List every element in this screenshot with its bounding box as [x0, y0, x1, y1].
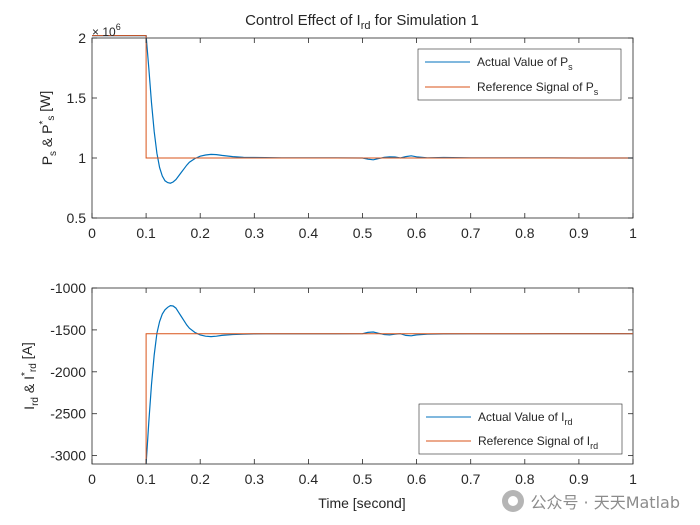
axes-top-yticks: 0.5 1 1.5 2 — [67, 30, 633, 226]
x-tick-label: 0.7 — [461, 471, 481, 487]
x-tick-label: 0.9 — [569, 225, 589, 241]
top-legend: Actual Value of Ps Reference Signal of P… — [417, 48, 622, 101]
top-exponent-label: × 106 — [92, 22, 121, 39]
reference-signal-line — [145, 333, 633, 464]
x-tick-label: 1 — [629, 225, 637, 241]
x-tick-label: 0 — [88, 225, 96, 241]
axes-top-plot-area — [92, 34, 633, 184]
y-tick-label: 1.5 — [67, 90, 87, 106]
x-tick-label: 0.3 — [245, 471, 265, 487]
y-tick-label: -1000 — [50, 280, 86, 296]
top-legend-label-reference: Reference Signal of Ps — [477, 80, 599, 97]
top-title: Control Effect of Ird for Simulation 1 — [245, 12, 479, 32]
x-tick-label: 1 — [629, 471, 637, 487]
axes-top: 0 0.1 0.2 0.3 0.4 0.5 0.6 0.7 0.8 0.9 1 0.5 1 1.5 2 C… — [37, 12, 637, 241]
bottom-legend-label-reference: Reference Signal of Ird — [478, 434, 598, 451]
x-tick-label: 0.7 — [461, 225, 481, 241]
x-tick-label: 0.1 — [136, 225, 156, 241]
y-tick-label: -2000 — [50, 364, 86, 380]
axes-top-xticks: 0 0.1 0.2 0.3 0.4 0.5 0.6 0.7 0.8 0.9 1 — [88, 38, 637, 241]
y-tick-label: -2500 — [50, 406, 86, 422]
y-tick-label: -3000 — [50, 448, 86, 464]
bottom-legend-box — [418, 403, 623, 455]
y-tick-label: 2 — [78, 30, 86, 46]
top-legend-label-actual: Actual Value of Ps — [477, 55, 573, 72]
bottom-ylabel: Ird & I*rd [A] — [19, 342, 41, 410]
actual-value-line — [92, 34, 633, 184]
x-tick-label: 0.2 — [190, 225, 210, 241]
x-tick-label: 0.1 — [136, 471, 156, 487]
axes-bottom: 0 0.1 0.2 0.3 0.4 0.5 0.6 0.7 0.8 0.9 1 -3000 -2500… — [19, 280, 637, 511]
top-ylabel: Ps & P*s [W] — [37, 91, 59, 166]
bottom-legend-label-actual: Actual Value of Ird — [478, 410, 573, 427]
y-tick-label: -1500 — [50, 322, 86, 338]
x-tick-label: 0.9 — [569, 471, 589, 487]
y-tick-label: 1 — [78, 150, 86, 166]
bottom-xlabel: Time [second] — [318, 495, 405, 511]
x-tick-label: 0.3 — [245, 225, 265, 241]
bottom-legend: Actual Value of Ird Reference Signal of … — [418, 403, 623, 455]
top-legend-box — [417, 48, 622, 101]
x-tick-label: 0.4 — [299, 225, 319, 241]
x-tick-label: 0.6 — [407, 225, 427, 241]
axes-bottom-yticks: -3000 -2500 -2000 -1500 -1000 — [50, 280, 633, 464]
reference-signal-line — [92, 35, 633, 159]
axes-bottom-xticks: 0 0.1 0.2 0.3 0.4 0.5 0.6 0.7 0.8 0.9 1 — [88, 288, 637, 487]
x-tick-label: 0.5 — [353, 471, 373, 487]
watermark-text: 公众号 · 天天Matlab — [530, 493, 680, 512]
x-tick-label: 0.8 — [515, 225, 535, 241]
x-tick-label: 0.2 — [190, 471, 210, 487]
watermark: 公众号 · 天天Matlab — [502, 489, 680, 513]
y-tick-label: 0.5 — [67, 210, 87, 226]
wechat-icon — [502, 490, 525, 512]
x-tick-label: 0.4 — [299, 471, 319, 487]
x-tick-label: 0.8 — [515, 471, 535, 487]
x-tick-label: 0.5 — [353, 225, 373, 241]
x-tick-label: 0 — [88, 471, 96, 487]
axes-bottom-plot-area — [145, 304, 633, 465]
x-tick-label: 0.6 — [407, 471, 427, 487]
